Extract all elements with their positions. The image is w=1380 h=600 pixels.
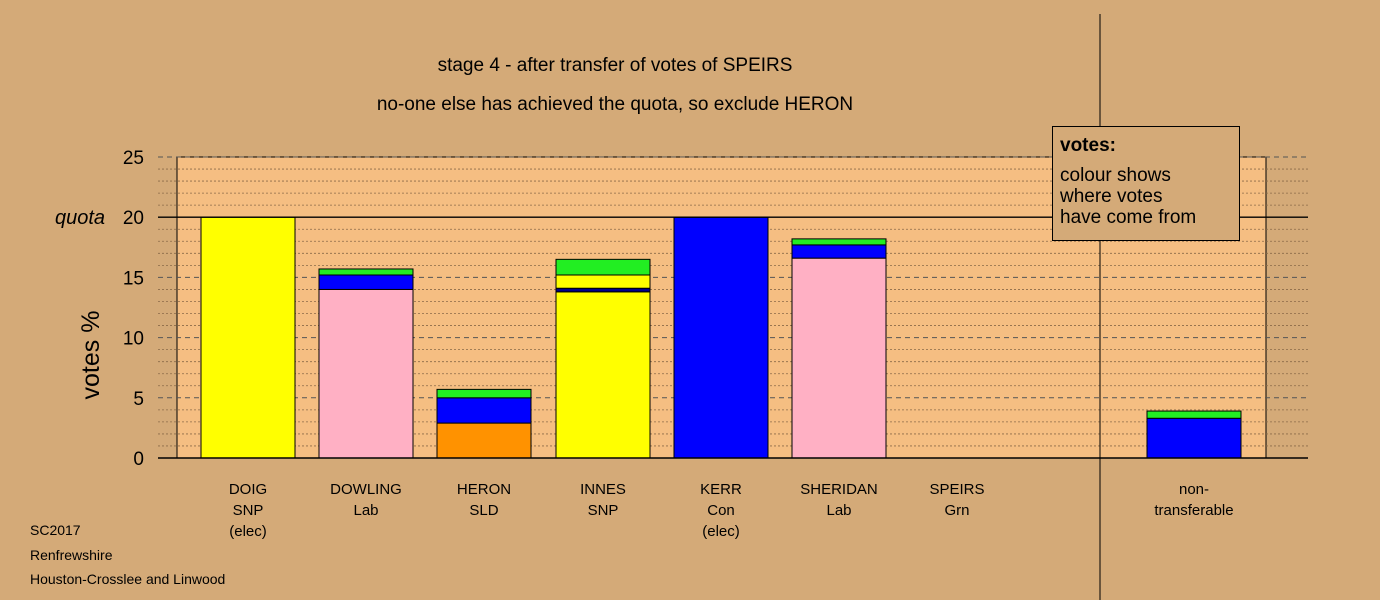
x-tick-label: DOIG: [229, 481, 267, 498]
y-tick-label: 25: [123, 148, 144, 169]
y-tick-label: 5: [133, 389, 144, 410]
bar-segment-non: [1146, 417, 1242, 459]
x-tick-label: transferable: [1154, 502, 1233, 519]
x-tick-label: HERON: [457, 481, 511, 498]
bar-segment-innes: [555, 274, 651, 289]
x-tick-label: Con: [707, 502, 735, 519]
bar-segment-sheridan: [791, 257, 887, 459]
y-axis-label: votes %: [77, 311, 105, 400]
footer-election: SC2017: [30, 522, 81, 538]
y-tick-label: 20: [123, 208, 144, 229]
bar-segment-dowling: [318, 288, 414, 459]
bar-segment-dowling: [318, 268, 414, 276]
y-tick-label: 0: [133, 449, 144, 470]
quota-label: quota: [55, 207, 105, 229]
x-tick-label: non-: [1179, 481, 1209, 498]
x-tick-label: SNP: [588, 502, 619, 519]
x-tick-label: Lab: [353, 502, 378, 519]
y-tick-label: 10: [123, 329, 144, 350]
chart-subtitle: no-one else has achieved the quota, so e…: [376, 94, 854, 115]
x-tick-label: INNES: [580, 481, 626, 498]
bar-segment-sheridan: [791, 238, 887, 246]
x-tick-label: Lab: [826, 502, 851, 519]
x-tick-label: (elec): [702, 523, 740, 540]
bar-segment-non: [1146, 410, 1242, 419]
y-tick-label: 15: [123, 268, 144, 289]
bar-segment-doig: [200, 216, 296, 459]
x-tick-label: SPEIRS: [929, 481, 984, 498]
bar-segment-heron: [436, 422, 532, 459]
footer-council: Renfrewshire: [30, 547, 113, 563]
x-tick-label: SLD: [469, 502, 498, 519]
x-tick-label: Grn: [944, 502, 969, 519]
bar-segment-innes: [555, 291, 651, 459]
x-tick-label: DOWLING: [330, 481, 402, 498]
bar-segment-innes: [555, 287, 651, 293]
bar-segment-dowling: [318, 274, 414, 290]
bar-segment-heron: [436, 388, 532, 399]
x-tick-label: (elec): [229, 523, 267, 540]
x-tick-label: SHERIDAN: [800, 481, 878, 498]
bar-segment-sheridan: [791, 244, 887, 259]
bar-segment-heron: [436, 397, 532, 424]
legend-line: have come from: [1060, 207, 1197, 228]
bar-segment-kerr: [673, 216, 769, 459]
bar-segment-innes: [555, 258, 651, 276]
chart-title: stage 4 - after transfer of votes of SPE…: [437, 55, 793, 76]
legend-line: where votes: [1060, 186, 1163, 207]
footer-ward: Houston-Crosslee and Linwood: [30, 571, 226, 587]
legend-title: votes:: [1060, 135, 1116, 156]
legend-box: votes: colour shows where votes have com…: [1052, 126, 1240, 241]
x-tick-label: KERR: [700, 481, 742, 498]
x-tick-label: SNP: [233, 502, 264, 519]
legend-line: colour shows: [1060, 165, 1171, 186]
